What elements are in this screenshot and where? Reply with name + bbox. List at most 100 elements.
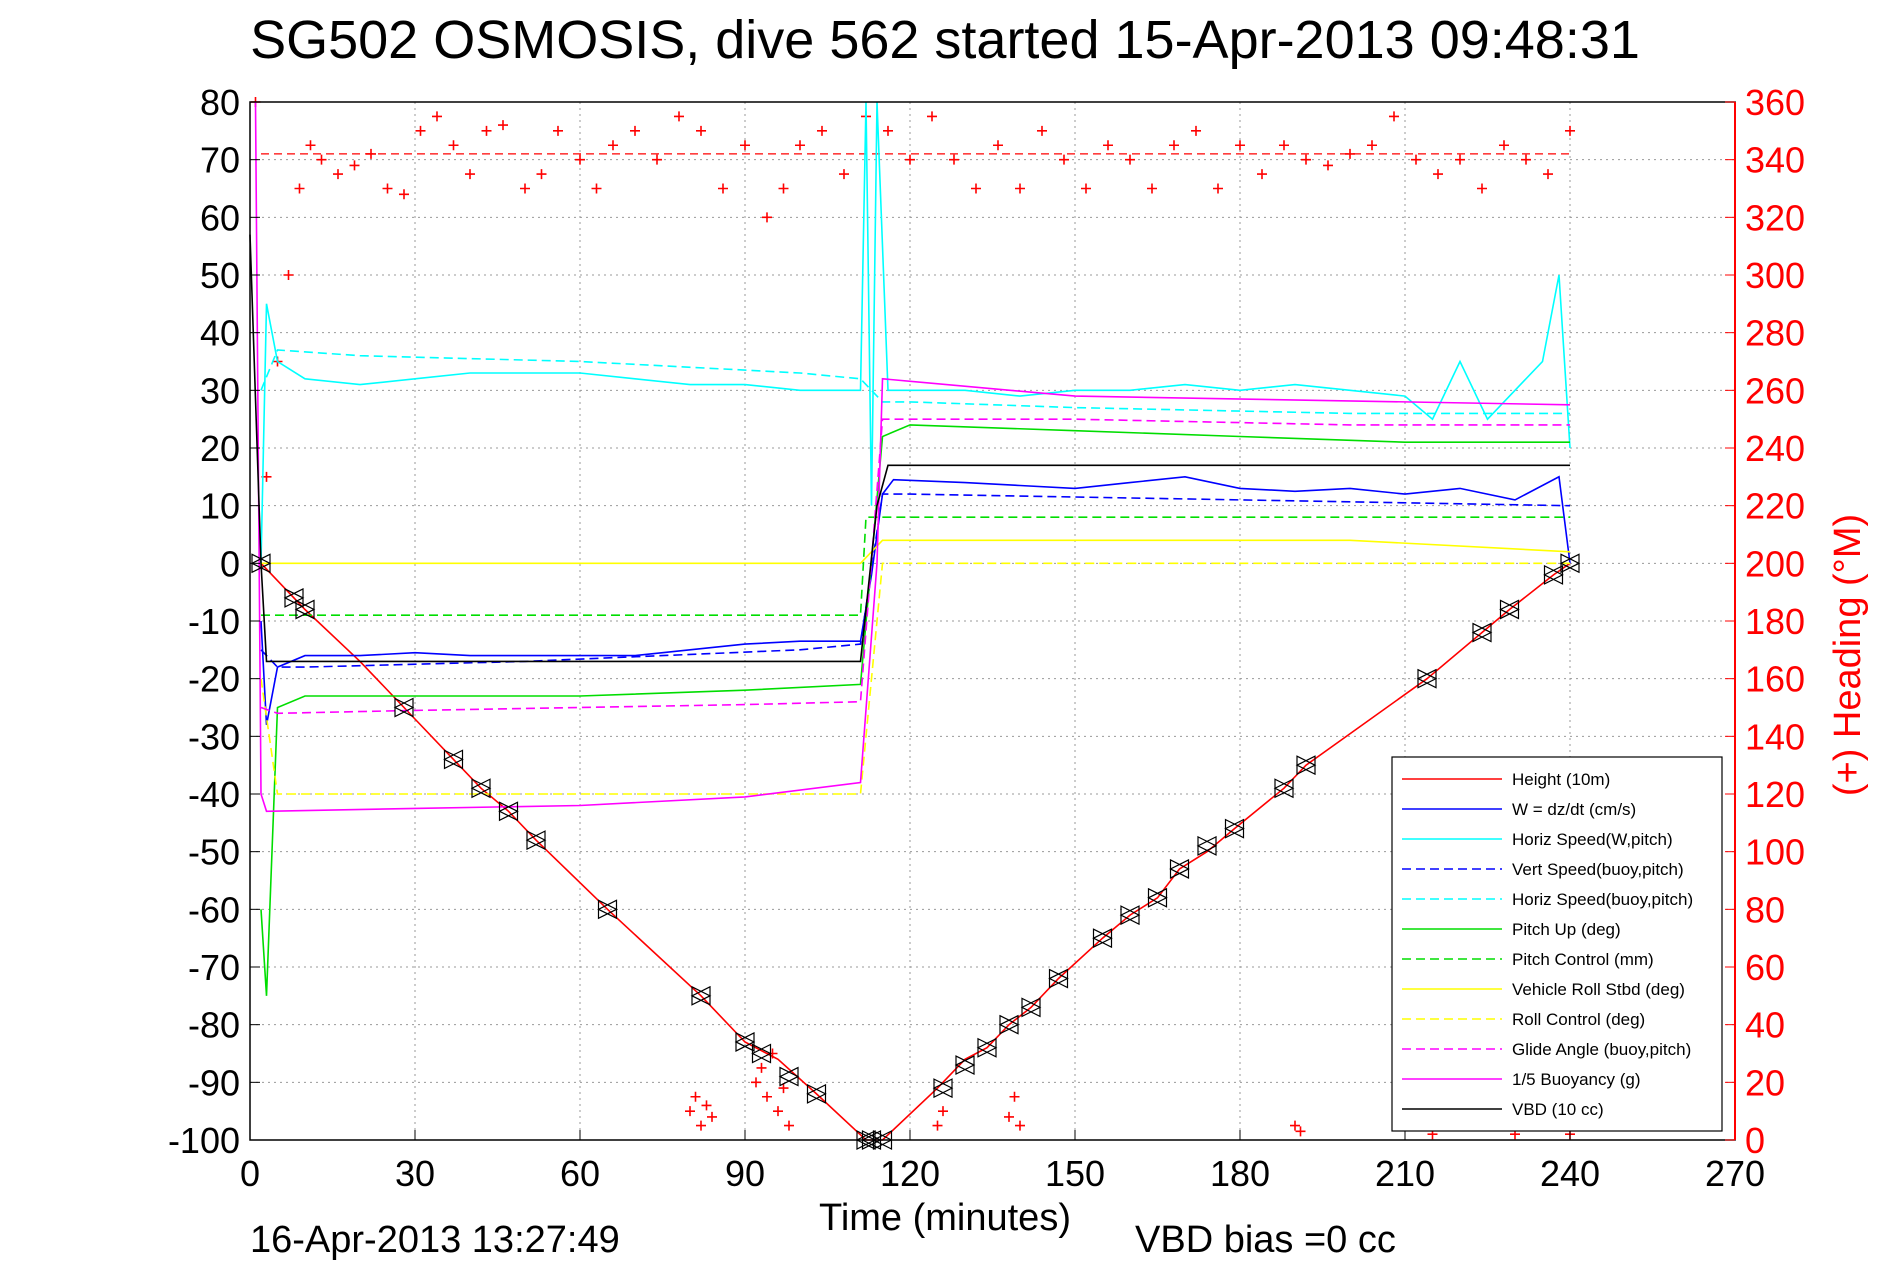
heading-point	[652, 154, 662, 165]
y-tick-label: 60	[200, 197, 240, 238]
legend-label: Horiz Speed(buoy,pitch)	[1512, 890, 1693, 909]
x-tick-label: 180	[1210, 1153, 1270, 1194]
heading-point	[927, 111, 937, 122]
heading-point	[498, 120, 508, 131]
y2-tick-label: 160	[1745, 659, 1805, 700]
heading-point	[1389, 111, 1399, 122]
series-line-vert-speed-buoy-pitch	[260, 493, 1571, 668]
heading-point	[1235, 140, 1245, 151]
x-tick-label: 240	[1540, 1153, 1600, 1194]
legend-label: Height (10m)	[1512, 770, 1610, 789]
profile-marker	[443, 749, 464, 770]
heading-point	[1499, 140, 1509, 151]
legend-label: VBD (10 cc)	[1512, 1100, 1604, 1119]
series-line-vbd-10-cc	[249, 234, 1570, 663]
legend-label: 1/5 Buoyancy (g)	[1512, 1070, 1641, 1089]
heading-point	[294, 183, 305, 194]
heading-point	[575, 154, 585, 165]
heading-point	[1125, 154, 1135, 165]
profile-marker	[1147, 887, 1168, 908]
legend: Height (10m) W = dz/dt (cm/s) Horiz Speed(…	[1391, 756, 1723, 1132]
heading-point	[1257, 169, 1267, 180]
heading-point	[1521, 154, 1531, 165]
heading-point	[432, 111, 442, 122]
heading-point	[520, 183, 530, 194]
profile-marker	[1224, 818, 1245, 839]
heading-point	[696, 125, 706, 136]
heading-point	[762, 212, 772, 223]
heading-point	[1169, 140, 1179, 151]
heading-point	[932, 1120, 943, 1131]
heading-point	[938, 1106, 948, 1117]
y2-tick-label: 100	[1745, 832, 1805, 873]
y-tick-label: 80	[200, 82, 240, 123]
series-line-pitch-control-mm	[261, 516, 1570, 617]
profile-marker	[1020, 997, 1042, 1018]
heading-point	[1081, 183, 1091, 194]
series-line-vehicle-roll-stbd-deg	[261, 539, 1571, 565]
heading-point	[399, 189, 409, 200]
profile-marker	[1092, 928, 1113, 949]
y2-tick-label: 140	[1745, 716, 1805, 757]
heading-point	[1290, 1120, 1300, 1131]
series-line-pitch-up-deg	[260, 424, 1570, 996]
y2-tick-label: 340	[1745, 140, 1805, 181]
heading-point	[993, 140, 1003, 151]
profile-marker	[751, 1043, 772, 1064]
y-tick-label: -100	[168, 1120, 240, 1161]
profile-marker	[1273, 778, 1295, 799]
profile-marker	[1559, 553, 1581, 574]
profile-marker	[1416, 668, 1438, 689]
x-tick-label: 30	[395, 1153, 435, 1194]
heading-point	[784, 1120, 794, 1131]
heading-point	[630, 125, 640, 136]
heading-point	[415, 125, 426, 136]
heading-point	[1015, 183, 1025, 194]
legend-label: Vert Speed(buoy,pitch)	[1512, 860, 1684, 879]
series-line-1-5-buoyancy-g	[254, 101, 1571, 813]
profile-marker	[778, 1066, 800, 1087]
heading-point	[366, 148, 376, 159]
series-line-height-10m	[260, 562, 1571, 1141]
y-tick-label: -70	[188, 947, 240, 988]
y2-tick-label: 20	[1745, 1062, 1785, 1103]
series-line-horiz-speed-w-pitch	[260, 101, 1571, 564]
profile-marker	[690, 985, 712, 1006]
y2-tick-label: 320	[1745, 197, 1805, 238]
y-tick-label: -40	[188, 774, 240, 815]
y2-tick-label: 220	[1745, 486, 1805, 527]
heading-point	[1323, 160, 1333, 171]
y-tick-label: -30	[188, 716, 240, 757]
profile-marker	[1499, 599, 1520, 620]
heading-point	[536, 169, 547, 180]
profile-marker	[1119, 905, 1141, 926]
y2-tick-label: 200	[1745, 543, 1805, 584]
heading-point	[740, 140, 750, 151]
heading-point	[756, 1062, 767, 1073]
heading-point	[718, 183, 728, 194]
x-tick-label: 210	[1375, 1153, 1435, 1194]
heading-point	[1015, 1120, 1025, 1131]
profile-marker	[806, 1083, 827, 1104]
y-tick-label: -50	[188, 832, 240, 873]
heading-point	[305, 140, 316, 151]
profile-marker	[294, 599, 316, 620]
profile-marker	[283, 587, 305, 608]
heading-point	[696, 1120, 706, 1131]
y-tick-label: 30	[200, 370, 240, 411]
x-tick-label: 120	[880, 1153, 940, 1194]
heading-point	[1565, 125, 1575, 136]
heading-point	[333, 169, 343, 180]
y2-tick-label: 60	[1745, 947, 1785, 988]
profile-marker	[954, 1055, 976, 1076]
heading-point	[751, 1077, 761, 1088]
profile-marker	[393, 697, 415, 718]
heading-point	[1147, 183, 1157, 194]
heading-point	[1543, 169, 1553, 180]
y2-tick-label: 180	[1745, 601, 1805, 642]
profile-marker	[1196, 835, 1218, 856]
heading-point	[1103, 140, 1113, 151]
heading-point	[701, 1100, 712, 1111]
heading-point	[448, 140, 459, 151]
